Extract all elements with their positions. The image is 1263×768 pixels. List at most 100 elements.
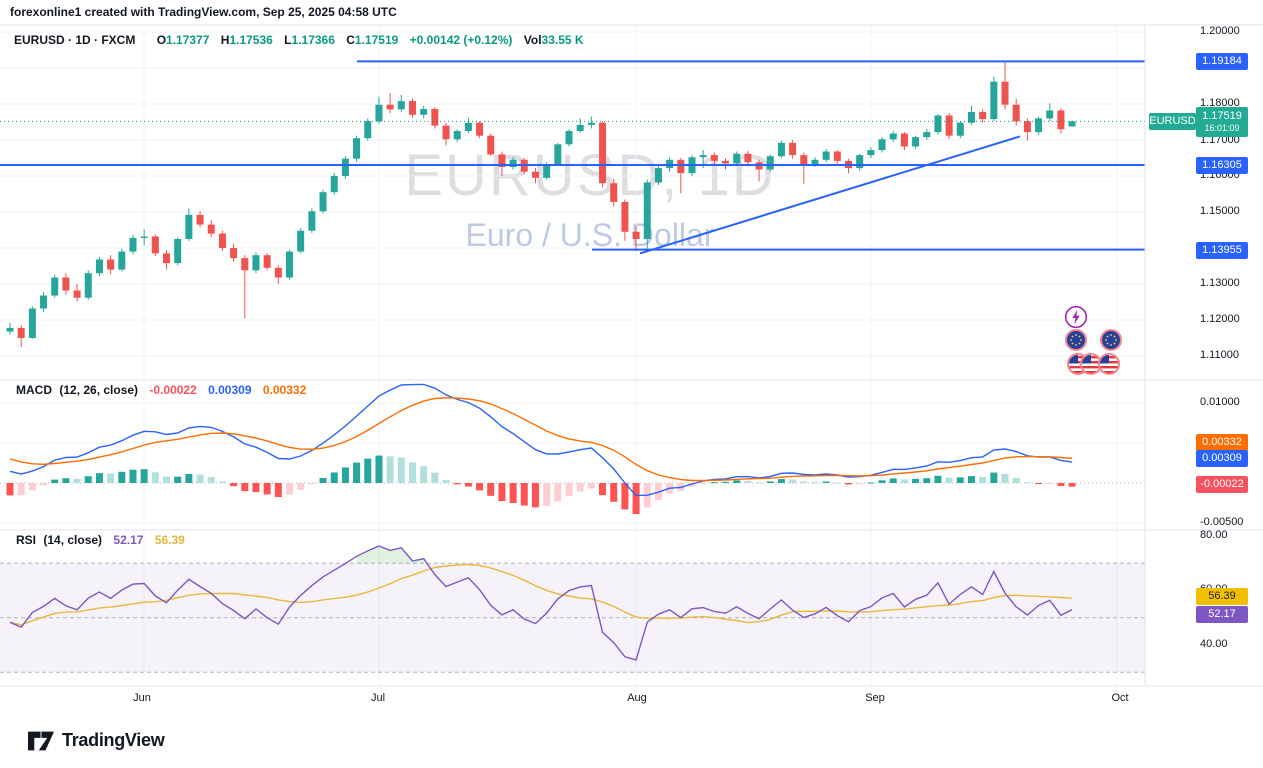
level-badge-mid[interactable]: 1.16305 (1196, 156, 1248, 174)
open-value: 1.17377 (166, 33, 210, 47)
candle-body (84, 273, 92, 298)
macd-histogram-bar (934, 475, 942, 483)
candle-body (330, 176, 338, 193)
candle-body (923, 132, 931, 138)
macd-histogram-bar (610, 483, 618, 502)
economic-event-eu-flag-icon[interactable] (1064, 328, 1088, 352)
attribution-text: forexonline1 created with TradingView.co… (10, 5, 397, 19)
time-axis-label-oct[interactable]: Oct (1111, 692, 1129, 704)
macd-histogram-bar (319, 478, 327, 483)
macd-histogram-bar (1057, 483, 1065, 486)
low-value: 1.17366 (291, 33, 335, 47)
macd-histogram-bar (710, 482, 718, 484)
macd-histogram-bar (789, 479, 797, 483)
candle-body (1057, 110, 1065, 130)
macd-histogram-bar (341, 467, 349, 483)
macd-histogram-bar (923, 478, 931, 483)
tradingview-logo-mark (28, 731, 54, 750)
macd-histogram-bar (397, 457, 405, 483)
candle-body (442, 125, 450, 140)
candle-body (453, 131, 461, 140)
candle-body (408, 101, 416, 115)
time-axis-label-sep[interactable]: Sep (865, 692, 885, 704)
rsi-legend: RSI (14, close) 52.17 56.39 (16, 533, 185, 547)
macd-histogram-bar (218, 481, 226, 483)
candle-body (498, 154, 506, 167)
candle-body (632, 231, 640, 239)
macd-histogram-bar (62, 478, 70, 483)
close-value: 1.17519 (354, 33, 399, 47)
macd-histogram-bar (464, 483, 472, 487)
macd-hist-badge: -0.00022 (1196, 475, 1248, 493)
rsi-params: (14, close) (43, 533, 103, 547)
candle-body (811, 159, 819, 165)
candle-body (73, 290, 81, 298)
candle-body (531, 171, 539, 178)
economic-event-lightning-icon[interactable] (1064, 305, 1088, 329)
countdown-timer: 16:01:09 (1204, 123, 1240, 133)
macd-histogram-bar (856, 483, 864, 484)
time-axis-label-jun[interactable]: Jun (133, 692, 151, 704)
macd-title[interactable]: MACD (16, 383, 52, 397)
macd-histogram-bar (722, 481, 730, 483)
candle-body (1001, 81, 1009, 105)
economic-event-eu-flag-icon[interactable] (1099, 328, 1123, 352)
macd-histogram-bar (1046, 483, 1054, 484)
macd-histogram-bar (73, 478, 81, 483)
macd-histogram-bar (688, 483, 696, 487)
open-label: O (156, 33, 167, 47)
macd-histogram-bar (353, 462, 361, 483)
volume-value: 33.55 K (541, 33, 584, 47)
macd-histogram-bar (498, 483, 506, 502)
macd-histogram-bar (476, 483, 484, 491)
macd-signal-badge: 0.00332 (1196, 433, 1248, 451)
macd-histogram-bar (1012, 477, 1020, 483)
macd-histogram-bar (967, 476, 975, 483)
candle-body (789, 142, 797, 156)
candle-body (1046, 110, 1054, 119)
candle-body (610, 183, 618, 202)
macd-line (9, 383, 1073, 497)
macd-histogram-bar (777, 479, 785, 483)
level-badge-low[interactable]: 1.13955 (1196, 241, 1248, 259)
macd-histogram-bar (755, 482, 763, 484)
candle-body (833, 151, 841, 161)
economic-event-us-flag-icon[interactable] (1097, 352, 1121, 376)
candle-body (286, 251, 293, 278)
macd-histogram-bar (766, 481, 774, 483)
macd-histogram-bar (543, 483, 551, 506)
time-axis-label-aug[interactable]: Aug (627, 692, 647, 704)
macd-histogram-bar (17, 483, 25, 496)
candle-body (196, 214, 204, 225)
macd-histogram-bar (420, 466, 428, 483)
macd-histogram-bar (286, 483, 293, 495)
close-label: C (346, 33, 355, 47)
macd-histogram-bar (733, 480, 741, 483)
candle-body (677, 159, 685, 174)
badge-price: 1.17519 (1202, 110, 1242, 122)
candle-body (979, 111, 987, 120)
time-axis-label-jul[interactable]: Jul (370, 692, 386, 704)
level-badge-high[interactable]: 1.19184 (1196, 52, 1248, 70)
macd-histogram-bar (118, 471, 126, 483)
candle-body (274, 267, 282, 278)
change-value: +0.00142 (+0.12%) (409, 33, 513, 47)
candle-body (353, 138, 361, 159)
candle-body (51, 277, 59, 296)
candle-body (174, 239, 182, 264)
candle-body (95, 259, 103, 274)
symbol-title[interactable]: EURUSD · 1D · FXCM (14, 33, 136, 47)
candle-body (297, 230, 305, 252)
candle-body (934, 115, 942, 133)
candle-body (218, 233, 226, 248)
candle-body (386, 104, 394, 110)
candle-body (543, 164, 551, 178)
price-axis-label: 1.17000 (1200, 134, 1240, 146)
tradingview-logo[interactable]: TradingView (28, 730, 165, 751)
price-axis-label: 40.00 (1200, 638, 1228, 650)
candle-body (822, 151, 830, 160)
rsi-title[interactable]: RSI (16, 533, 37, 547)
candle-body (364, 121, 372, 139)
